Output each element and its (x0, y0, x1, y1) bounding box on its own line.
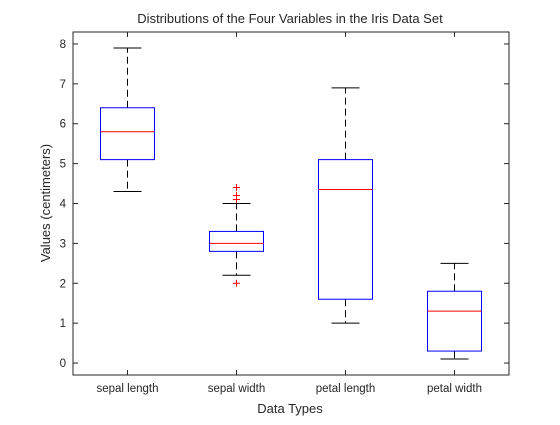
x-tick-label: petal length (316, 383, 375, 395)
y-tick-label: 4 (60, 199, 67, 211)
box-sepal-width-outlier-marker (233, 192, 240, 200)
x-tick-label: sepal width (208, 383, 266, 395)
y-tick-label: 7 (60, 79, 66, 91)
y-tick-label: 2 (60, 278, 66, 290)
axes-frame (72, 31, 510, 376)
box-sepal-width-outlier-marker (233, 279, 240, 287)
x-axis-label: Data Types (257, 401, 323, 416)
plot-area: 0 1 2 3 4 5 6 7 8 sepal length sepal width petal le… (60, 31, 510, 395)
chart-title: Distributions of the Four Variables in t… (137, 11, 443, 26)
y-tick-label: 6 (60, 119, 66, 131)
y-tick-label: 3 (60, 238, 66, 250)
box-sepal-width-outlier-marker (233, 184, 240, 192)
y-axis-label: Values (centimeters) (38, 144, 53, 262)
box-petal-length-iqr-box (318, 159, 373, 300)
x-tick-label: sepal length (96, 383, 158, 395)
box-sepal-width-iqr-box (209, 230, 264, 252)
y-tick-label: 5 (60, 159, 66, 171)
box-sepal-length-iqr-box (100, 107, 155, 161)
y-tick-label: 0 (60, 358, 66, 370)
y-tick-label: 1 (60, 318, 66, 330)
y-tick-label: 8 (60, 39, 66, 51)
x-tick-label: petal width (427, 383, 482, 395)
box-petal-width-iqr-box (427, 290, 482, 352)
